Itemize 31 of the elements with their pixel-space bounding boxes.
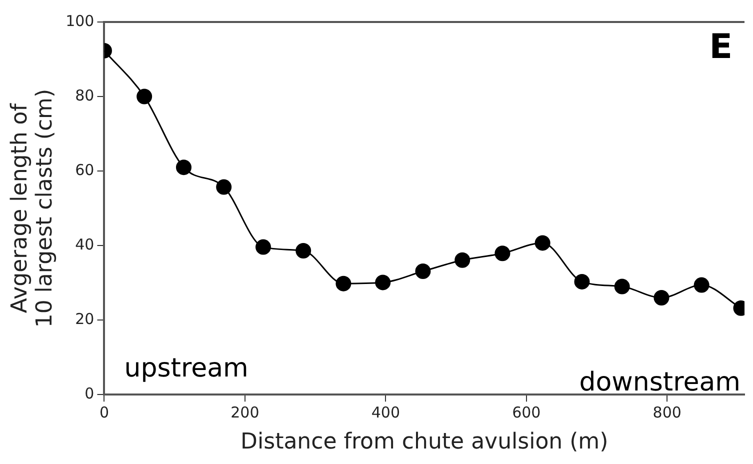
point (534, 235, 550, 251)
y-tick-label: 20 (75, 310, 94, 328)
x-tick-label: 600 (512, 403, 541, 422)
y-tick-label: 40 (75, 235, 94, 254)
point (136, 88, 152, 104)
x-tick-label: 0 (99, 403, 110, 422)
x-tick-label: 800 (652, 403, 682, 422)
y-axis-title: Avgerage length of 10 largest clasts (cm) (7, 88, 58, 328)
x-tick-label: 200 (230, 403, 260, 422)
x-tick-label: 400 (371, 403, 400, 422)
y-tick-label: 60 (75, 160, 94, 179)
x-axis-title: Distance from chute avulsion (m) (240, 430, 608, 455)
y-tick-label: 100 (66, 12, 94, 30)
point (694, 277, 710, 293)
point (336, 276, 352, 292)
point (454, 252, 470, 268)
y-tick-label: 0 (84, 384, 94, 402)
point (255, 239, 271, 255)
point (176, 160, 192, 176)
annotation: downstream (579, 367, 740, 398)
point (415, 264, 431, 280)
point (614, 278, 630, 294)
annotation: E (709, 26, 732, 67)
point (494, 246, 510, 262)
point (216, 179, 232, 195)
point (375, 274, 391, 290)
point (574, 274, 590, 290)
y-tick-label: 80 (75, 86, 94, 104)
point (296, 243, 312, 259)
point (654, 290, 670, 306)
annotation: upstream (124, 353, 248, 384)
